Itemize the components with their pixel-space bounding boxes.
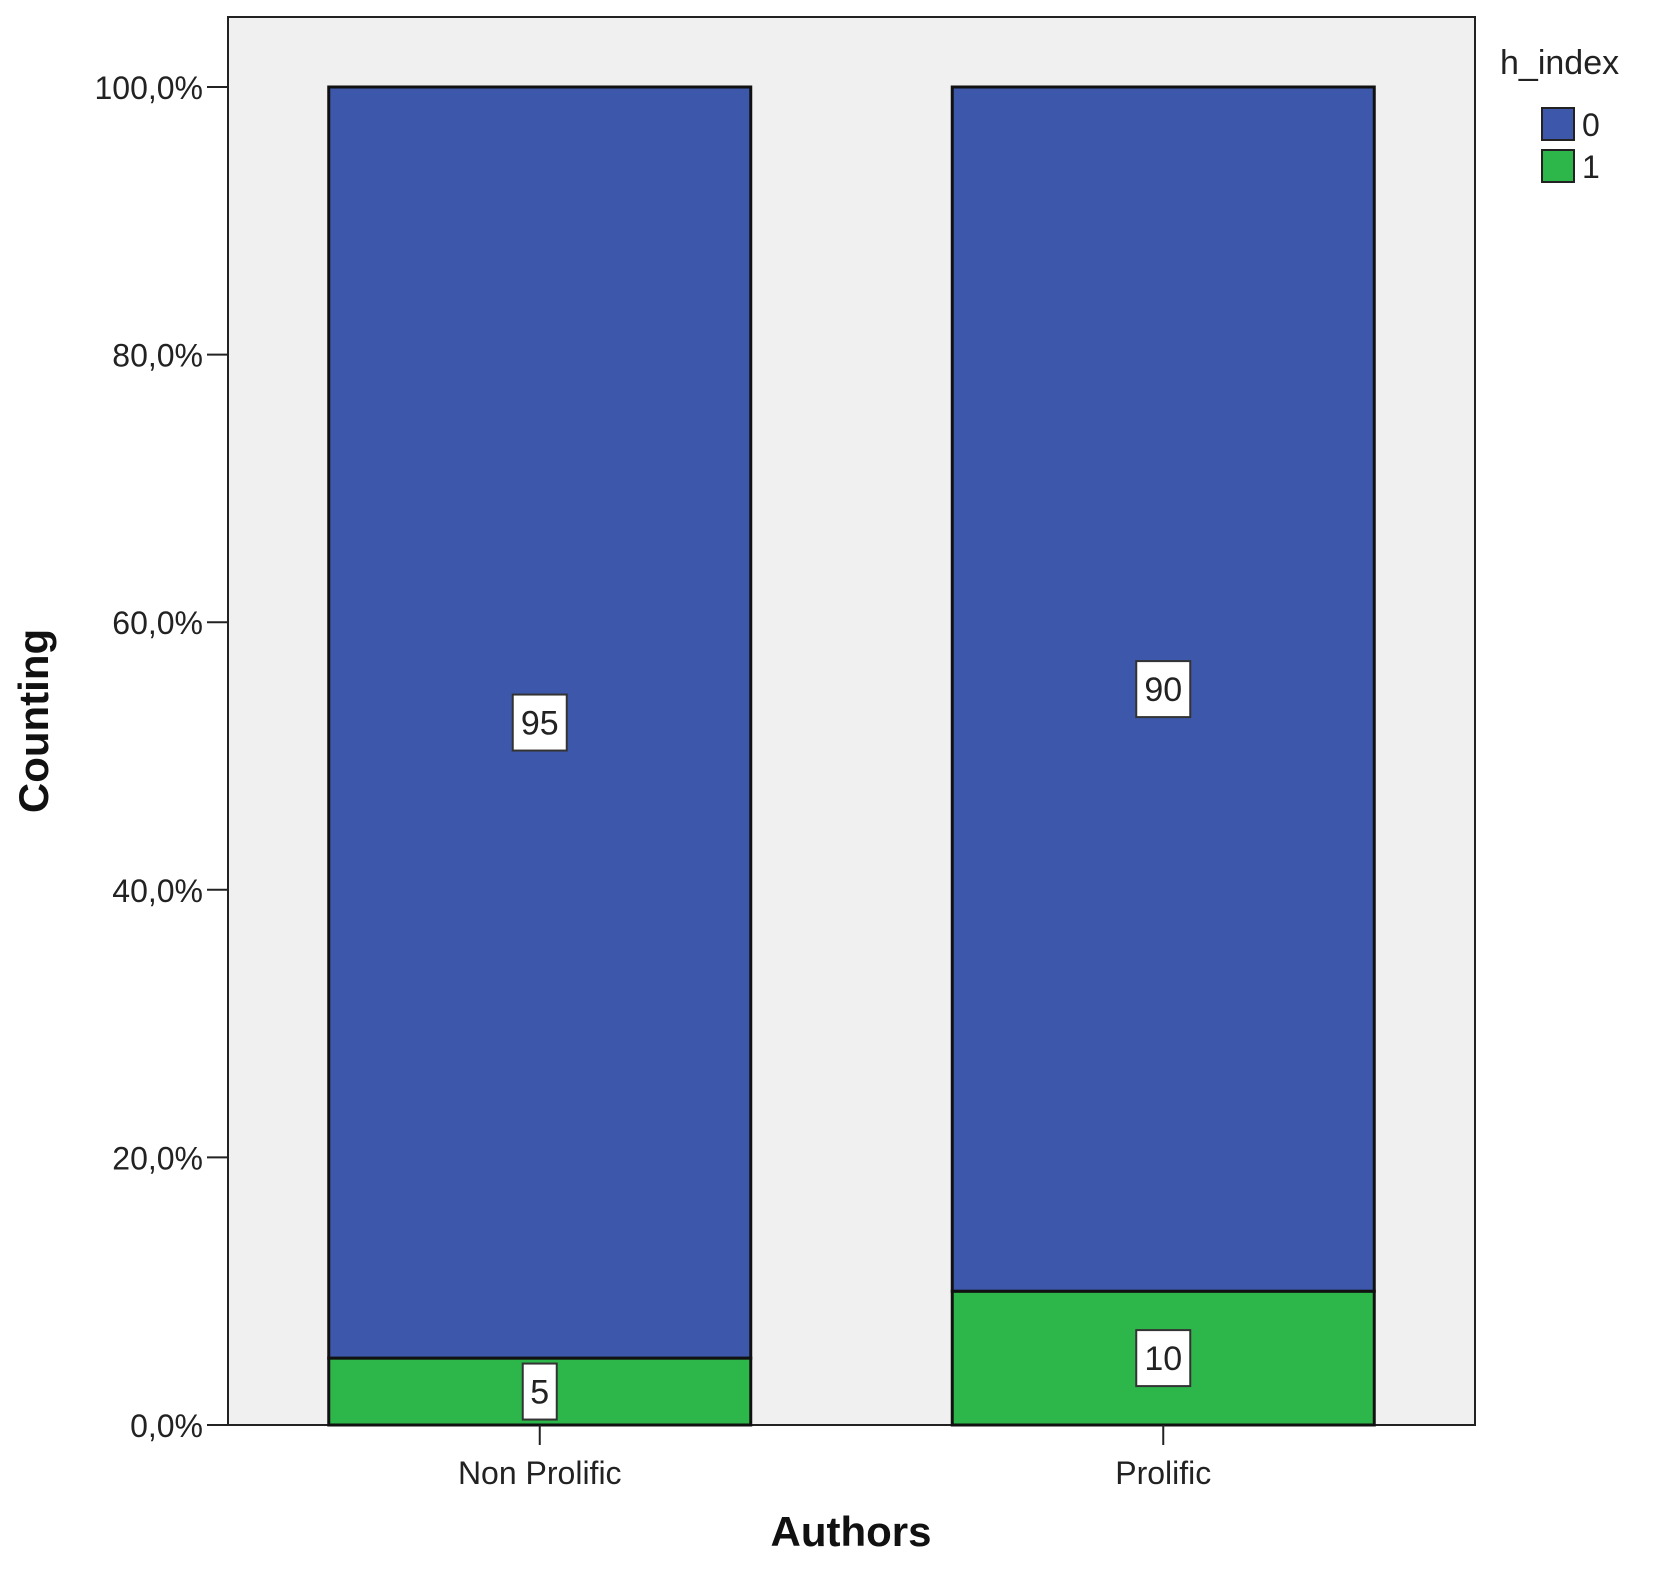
y-tick-label: 20,0% bbox=[112, 1140, 203, 1176]
x-axis-title: Authors bbox=[771, 1508, 932, 1555]
y-tick-label: 80,0% bbox=[112, 338, 203, 374]
x-tick-label: Non Prolific bbox=[458, 1455, 622, 1491]
data-label-box bbox=[521, 1362, 558, 1421]
legend-title: h_index bbox=[1500, 44, 1619, 82]
data-label: 90 bbox=[1144, 671, 1182, 709]
y-tick-label: 0,0% bbox=[130, 1408, 203, 1444]
y-tick-label: 60,0% bbox=[112, 605, 203, 641]
y-axis: 0,0% 20,0% 40,0% 60,0% 80,0% 100,0% bbox=[94, 70, 228, 1444]
legend-item-label: 0 bbox=[1582, 107, 1600, 143]
y-axis-title: Counting bbox=[10, 629, 57, 813]
data-label: 10 bbox=[1144, 1340, 1182, 1378]
data-label-box bbox=[1135, 1329, 1192, 1388]
data-label-box bbox=[1135, 660, 1192, 719]
legend-item-label: 1 bbox=[1582, 149, 1600, 185]
data-label: 95 bbox=[521, 705, 559, 743]
bars-layer: 5 95 10 90 bbox=[327, 85, 1376, 1427]
legend: h_index 0 1 bbox=[1500, 44, 1619, 185]
legend-swatch bbox=[1541, 107, 1575, 141]
y-tick-label: 100,0% bbox=[94, 70, 203, 106]
x-tick-label: Prolific bbox=[1115, 1455, 1211, 1491]
x-axis: Non Prolific Prolific bbox=[458, 1425, 1211, 1491]
legend-swatch bbox=[1541, 149, 1575, 183]
data-label-box bbox=[511, 693, 568, 752]
y-tick-label: 40,0% bbox=[112, 873, 203, 909]
data-label: 5 bbox=[530, 1374, 549, 1412]
